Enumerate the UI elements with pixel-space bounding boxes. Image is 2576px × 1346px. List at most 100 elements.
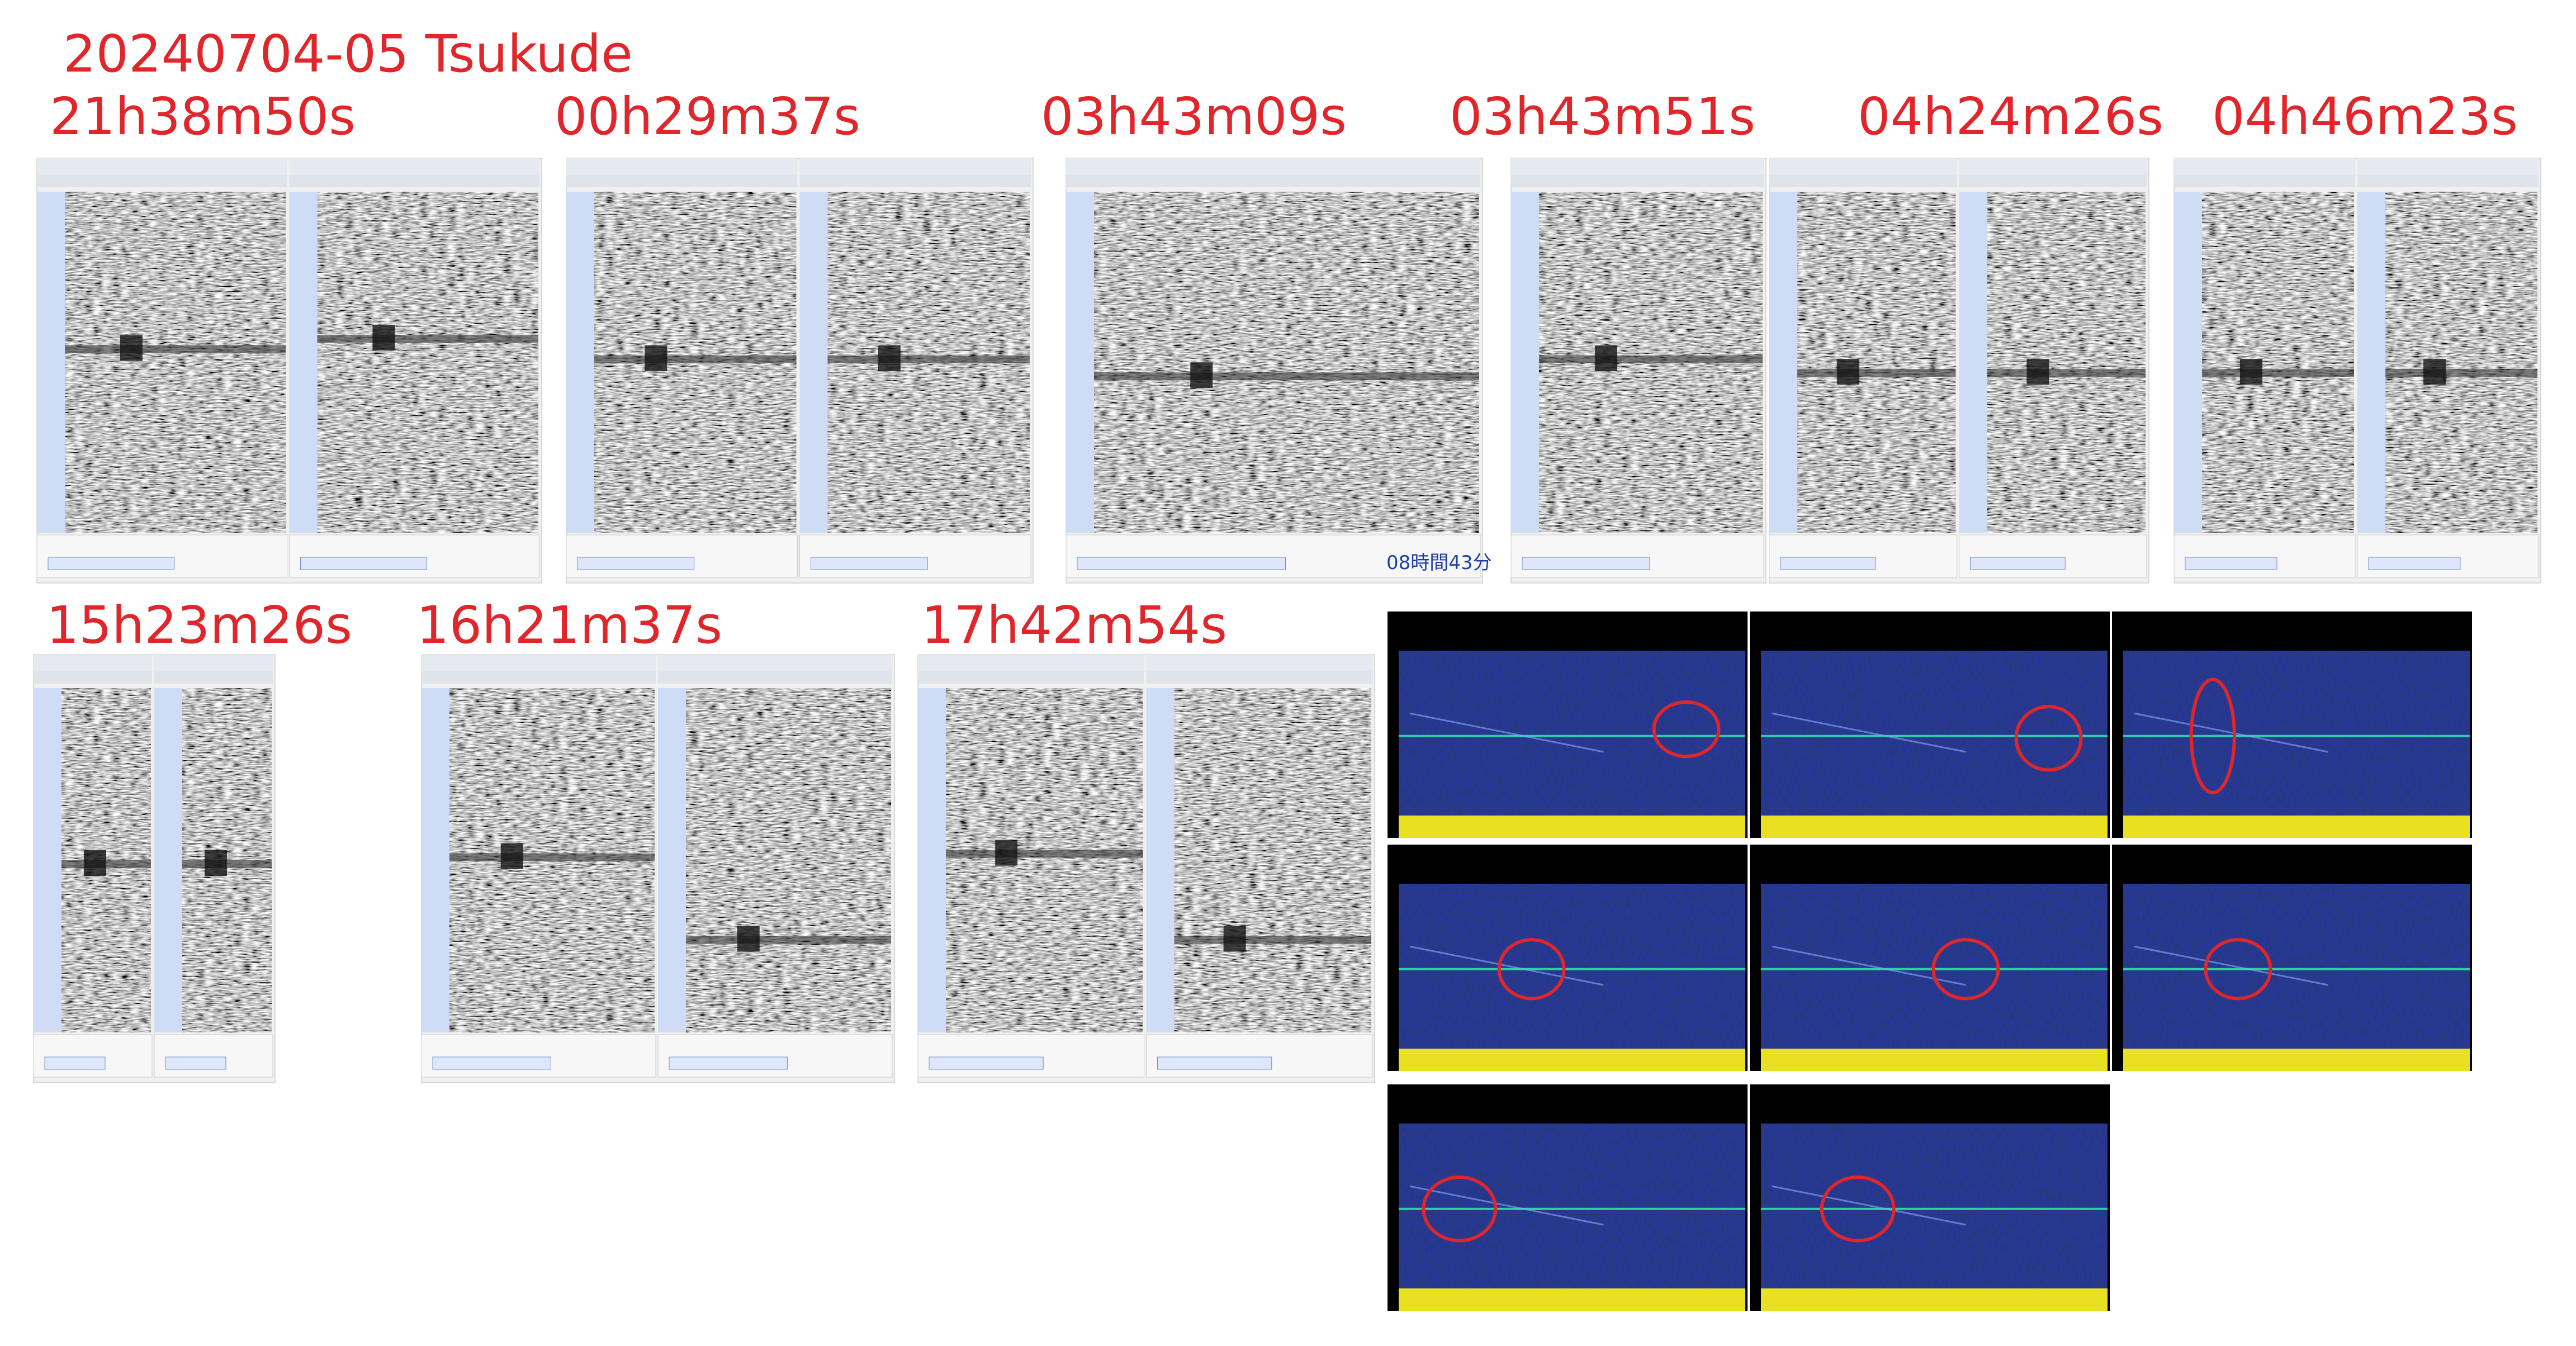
echo: [205, 850, 227, 876]
spectrogram: [1797, 192, 1956, 533]
overlay-text: 08時間43分: [1386, 552, 1492, 574]
carrier-line: [317, 335, 538, 343]
carrier-line: [686, 936, 891, 944]
time-label: 16h21m37s: [416, 595, 722, 655]
hrofft-panel: [1388, 612, 1748, 838]
time-label: 03h43m51s: [1450, 87, 1755, 146]
plane-trail: [1409, 712, 1604, 753]
hrofft-panel: [2112, 845, 2472, 1071]
ruler: [37, 192, 65, 533]
controls: [2357, 534, 2539, 578]
time-label: 17h42m54s: [921, 595, 1227, 655]
ruler: [1146, 688, 1175, 1032]
field: [2368, 557, 2461, 570]
hrofft-plot: [2123, 884, 2470, 1049]
hrofft-panel: [1750, 845, 2110, 1071]
controls: [1510, 534, 1764, 578]
field: [432, 1056, 551, 1070]
ruler: [658, 688, 686, 1032]
hrofft-plot: [1399, 651, 1745, 816]
controls: [1146, 1034, 1373, 1078]
time-label: 00h29m37s: [555, 87, 860, 146]
echo: [2240, 359, 2262, 385]
highlight-circle: [2014, 705, 2083, 772]
echo: [2423, 359, 2446, 385]
timeline: [918, 671, 1144, 684]
carrier-line: [1987, 369, 2146, 377]
time-label: 15h23m26s: [46, 595, 352, 655]
ruler: [1066, 192, 1094, 533]
spectrogram-screenshot: [566, 158, 1034, 584]
toolbar: [1146, 655, 1372, 671]
timeline: [154, 671, 273, 684]
field: [929, 1056, 1044, 1070]
field: [577, 557, 695, 570]
timeline: [37, 175, 287, 187]
field: [1077, 557, 1286, 570]
timeline: [1146, 671, 1372, 684]
spectrogram-screenshot: [917, 654, 1375, 1083]
echo: [878, 345, 901, 371]
spectrogram-screenshot: [2174, 158, 2541, 584]
highlight-circle: [2189, 677, 2236, 794]
echo: [1223, 926, 1246, 952]
hrofft-panel: [1388, 1084, 1748, 1311]
noise-floor: [1399, 1288, 1745, 1311]
spectrogram-screenshot: [1510, 158, 1767, 584]
ruler: [422, 688, 449, 1032]
hrofft-plot: [1761, 1124, 2108, 1288]
controls: [33, 1034, 153, 1078]
time-label: 21h38m50s: [50, 87, 356, 146]
hrofft-plot: [1761, 651, 2108, 816]
ruler: [1511, 192, 1539, 533]
ruler: [1769, 192, 1797, 533]
controls: [1769, 534, 1957, 578]
carrier-line: [65, 345, 286, 353]
carrier-line: [1174, 936, 1371, 944]
field: [1157, 1056, 1272, 1070]
controls: [1959, 534, 2147, 578]
spectrogram-screenshot: [36, 158, 542, 584]
carrier-line: [827, 355, 1030, 363]
spectrogram: [65, 192, 286, 533]
highlight-circle: [2204, 938, 2272, 1001]
echo: [1190, 362, 1213, 388]
field: [44, 1056, 106, 1070]
timeline: [1066, 175, 1480, 187]
hrofft-panel: [1750, 1084, 2110, 1311]
timeline: [566, 175, 798, 187]
toolbar: [1511, 158, 1764, 175]
plane-trail: [1772, 712, 1966, 753]
noise-floor: [2123, 1049, 2470, 1071]
plane-trail: [2134, 712, 2328, 753]
hrofft-plot: [2123, 651, 2470, 816]
carrier-line: [1797, 369, 1956, 377]
timeline: [1769, 175, 1957, 187]
field: [300, 557, 427, 570]
spectrogram-screenshot: [1066, 158, 1483, 584]
highlight-circle: [1422, 1176, 1498, 1243]
plane-trail: [1409, 1185, 1604, 1226]
timeline: [289, 175, 539, 187]
noise-floor: [1399, 1049, 1745, 1071]
time-label: 03h43m09s: [1041, 87, 1347, 146]
hrofft-panel: [1750, 612, 2110, 838]
plane-trail: [1772, 1185, 1966, 1226]
timeline: [422, 671, 656, 684]
toolbar: [422, 655, 656, 671]
echo: [500, 843, 523, 869]
echo: [1836, 359, 1859, 385]
hrofft-panel: [2112, 612, 2472, 838]
echo: [1595, 345, 1617, 371]
spectrogram-screenshot: [421, 654, 895, 1083]
timeline: [658, 671, 892, 684]
toolbar: [289, 158, 539, 175]
carrier-line: [946, 850, 1143, 858]
spectrogram: [317, 192, 538, 533]
carrier-line: [449, 853, 655, 861]
controls: [799, 534, 1031, 578]
toolbar: [799, 158, 1031, 175]
toolbar: [1769, 158, 1957, 175]
ruler: [918, 688, 946, 1032]
ruler: [154, 688, 182, 1032]
